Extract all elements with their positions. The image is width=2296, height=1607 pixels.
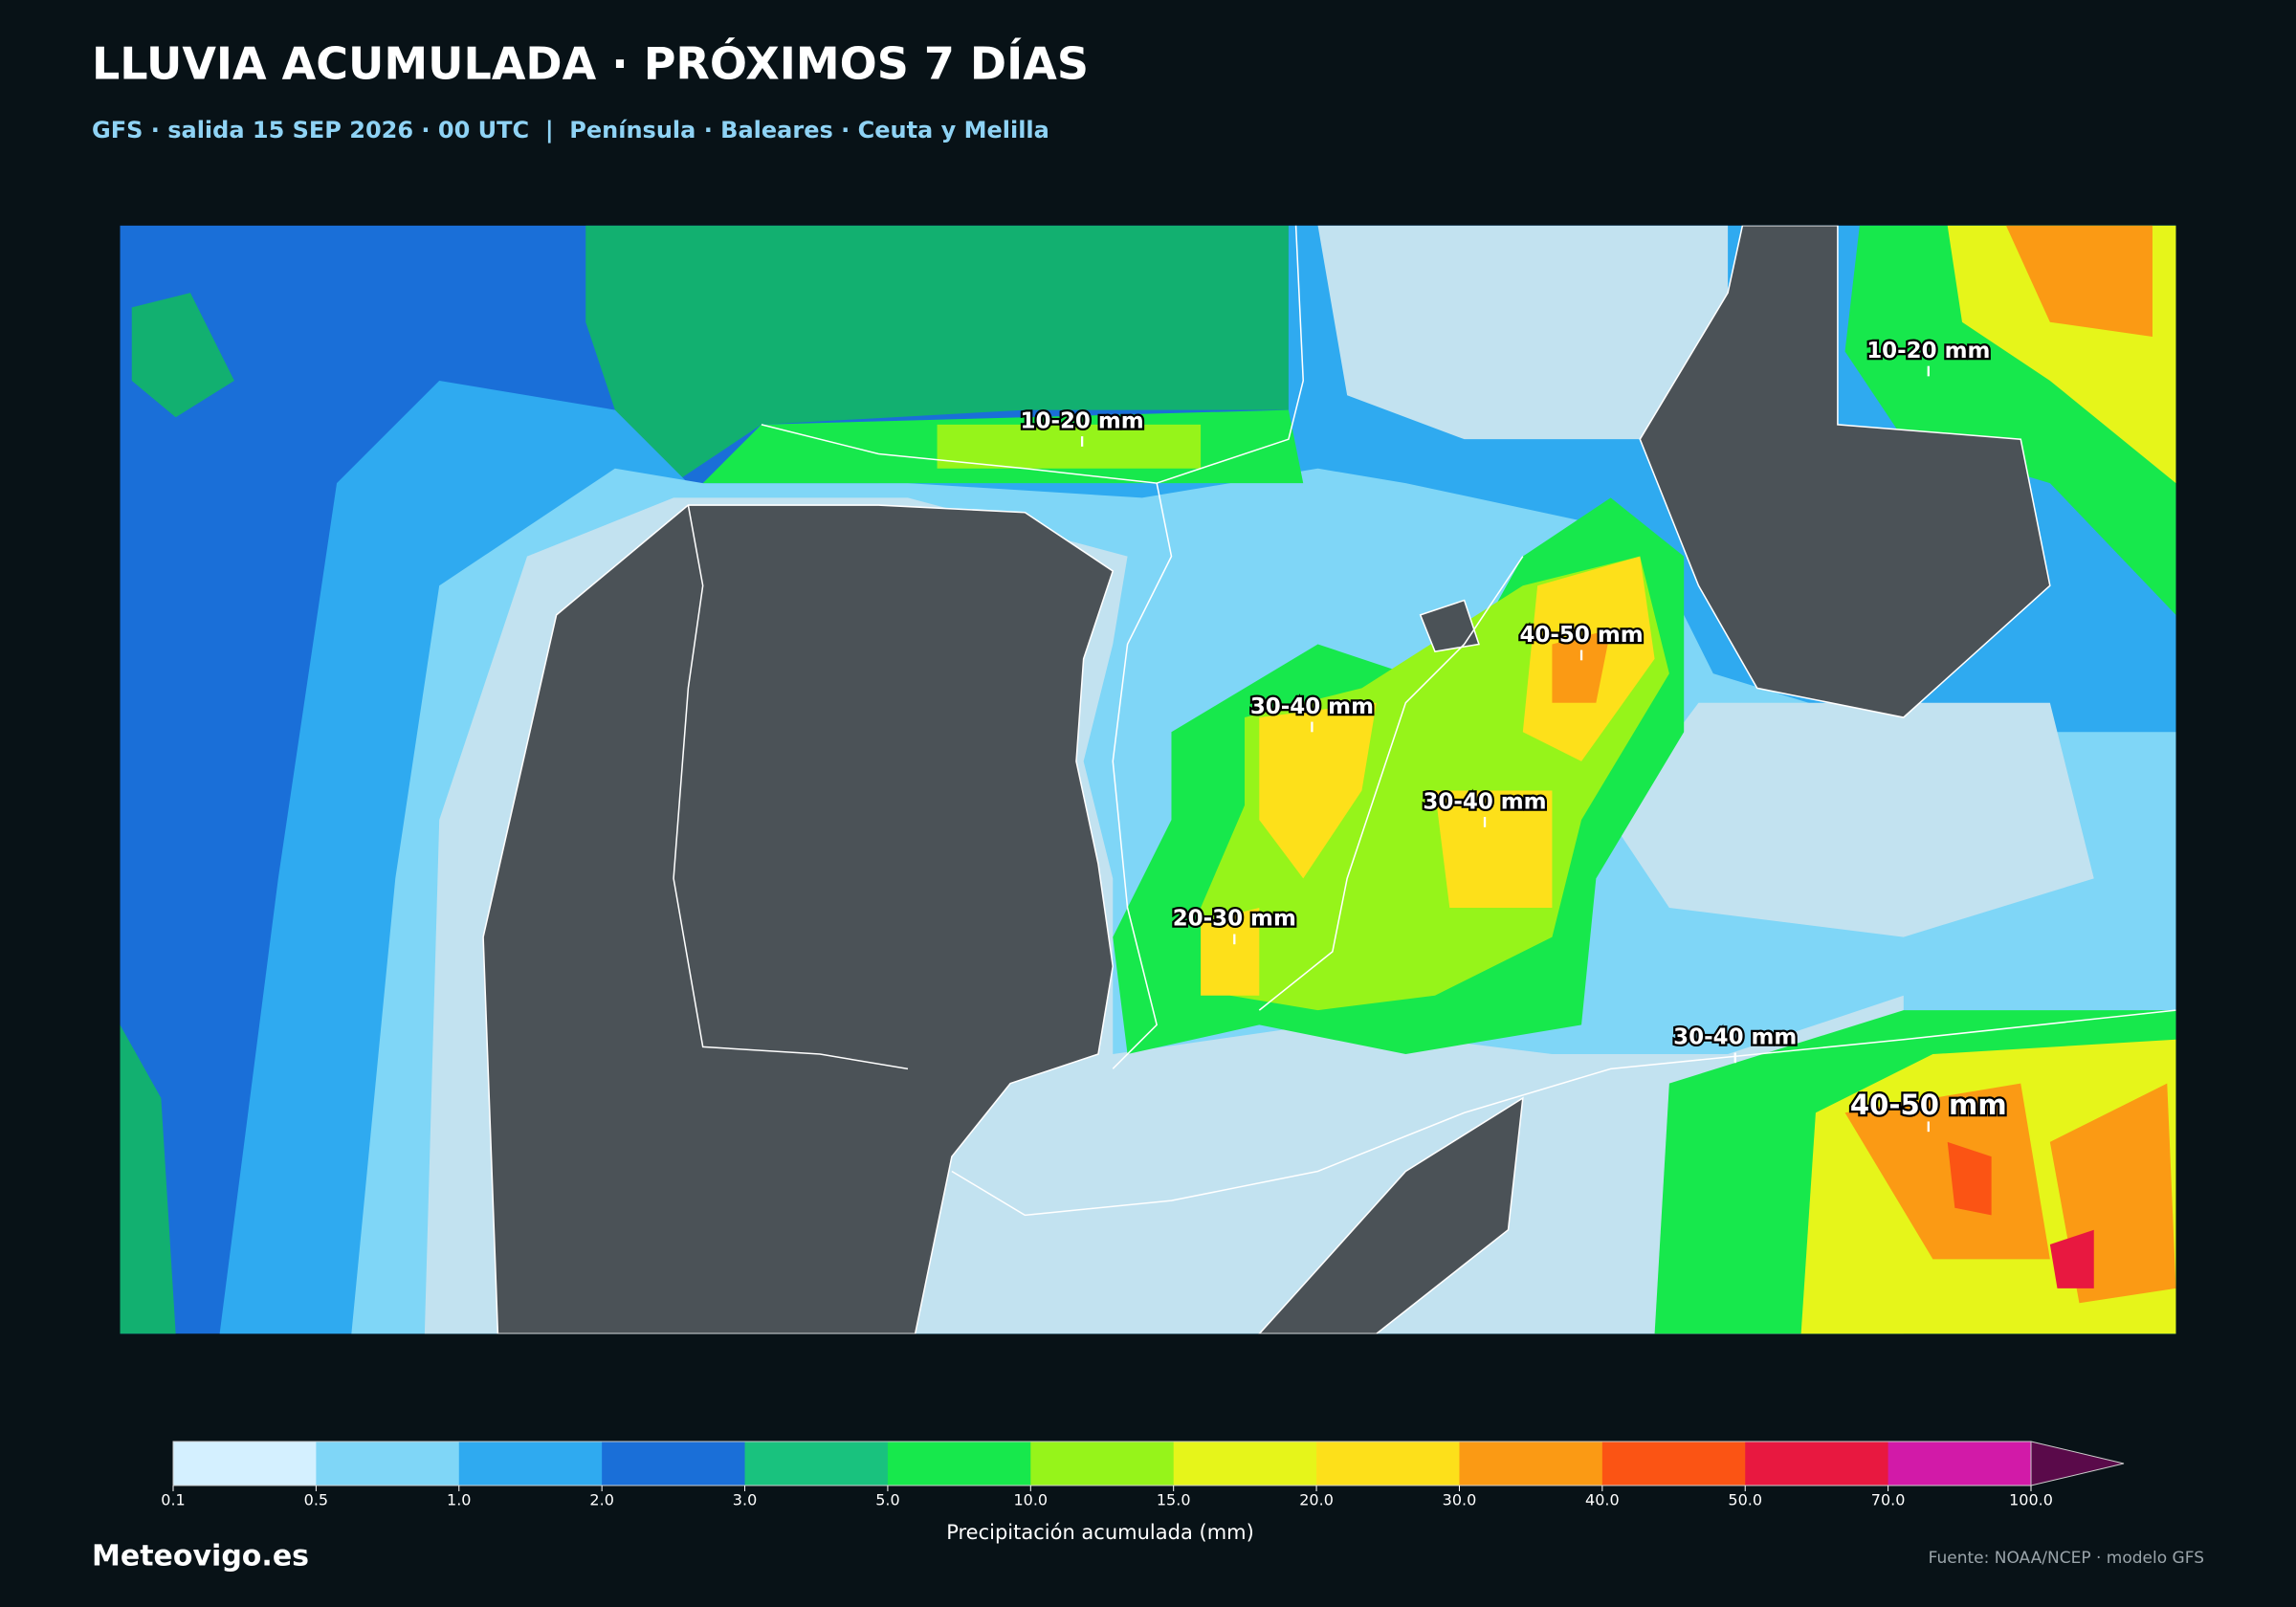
source: Fuente: NOAA/NCEP · modelo GFS <box>1929 1549 2204 1568</box>
colorbar-tick-label: 100.0 <box>2009 1491 2053 1509</box>
subtitle: GFS · salida 15 SEP 2026 · 00 UTC | Pení… <box>92 117 1049 143</box>
colorbar-tick-label: 15.0 <box>1157 1491 1191 1509</box>
colorbar-tick-label: 40.0 <box>1585 1491 1620 1509</box>
map-label: 20-30 mm <box>1173 907 1296 932</box>
colorbar-label: Precipitación acumulada (mm) <box>946 1521 1254 1544</box>
map-label: 40-50 mm <box>1519 623 1643 648</box>
colorbar-tick-label: 2.0 <box>589 1491 613 1509</box>
colorbar-tick-label: 0.5 <box>304 1491 328 1509</box>
colorbar-swatch <box>1459 1442 1603 1486</box>
title: LLUVIA ACUMULADA · PRÓXIMOS 7 DÍAS <box>92 38 1089 90</box>
colorbar-frame <box>172 1441 2032 1486</box>
colorbar-tick-label: 30.0 <box>1443 1491 1477 1509</box>
colorbar-tick-label: 1.0 <box>447 1491 471 1509</box>
colorbar-swatch <box>173 1442 317 1486</box>
map-labels: 10-20 mm 10-20 mm 40-50 mm 30-40 mm 30-40 mm… <box>1018 337 2009 1133</box>
colorbar-tick-label: 3.0 <box>733 1491 757 1509</box>
map-label: 10-20 mm <box>1866 339 1990 363</box>
colorbar-tick-label: 0.1 <box>161 1491 185 1509</box>
map-canvas <box>120 225 2176 1334</box>
colorbar-swatch <box>1030 1442 1175 1486</box>
map-label: 40-50 mm <box>1850 1089 2007 1121</box>
colorbar-tick-label: 50.0 <box>1728 1491 1762 1509</box>
colorbar-swatch <box>602 1442 746 1486</box>
colorbar-swatch <box>458 1442 603 1486</box>
map: 10-20 mm 10-20 mm 40-50 mm 30-40 mm 30-40 mm… <box>120 225 2176 1334</box>
colorbar: 0.1 0.5 1.0 2.0 3.0 5.0 10.0 15.0 20.0 30.0 40.0 50… <box>161 1441 2125 1509</box>
colorbar-swatch <box>1316 1442 1460 1486</box>
colorbar-tick-label: 20.0 <box>1299 1491 1334 1509</box>
map-label: 30-40 mm <box>1423 789 1546 814</box>
colorbar-swatch <box>1601 1442 1746 1486</box>
land <box>482 225 2051 1334</box>
brand: Meteovigo.es <box>92 1540 309 1574</box>
colorbar-swatch <box>1888 1442 2032 1486</box>
colorbar-swatch <box>1745 1442 1889 1486</box>
colorbar-tick-label: 5.0 <box>875 1491 899 1509</box>
colorbar-tick-label: 70.0 <box>1871 1491 1906 1509</box>
map-label: 30-40 mm <box>1250 694 1374 719</box>
map-label: 10-20 mm <box>1021 408 1144 433</box>
colorbar-swatch <box>316 1442 460 1486</box>
colorbar-swatch <box>1173 1442 1317 1486</box>
map-label: 30-40 mm <box>1673 1025 1797 1050</box>
colorbar-swatch <box>887 1442 1031 1486</box>
colorbar-swatch <box>744 1442 889 1486</box>
colorbar-extend <box>2030 1441 2125 1486</box>
colorbar-tick-label: 10.0 <box>1013 1491 1048 1509</box>
borders <box>673 225 2176 1217</box>
